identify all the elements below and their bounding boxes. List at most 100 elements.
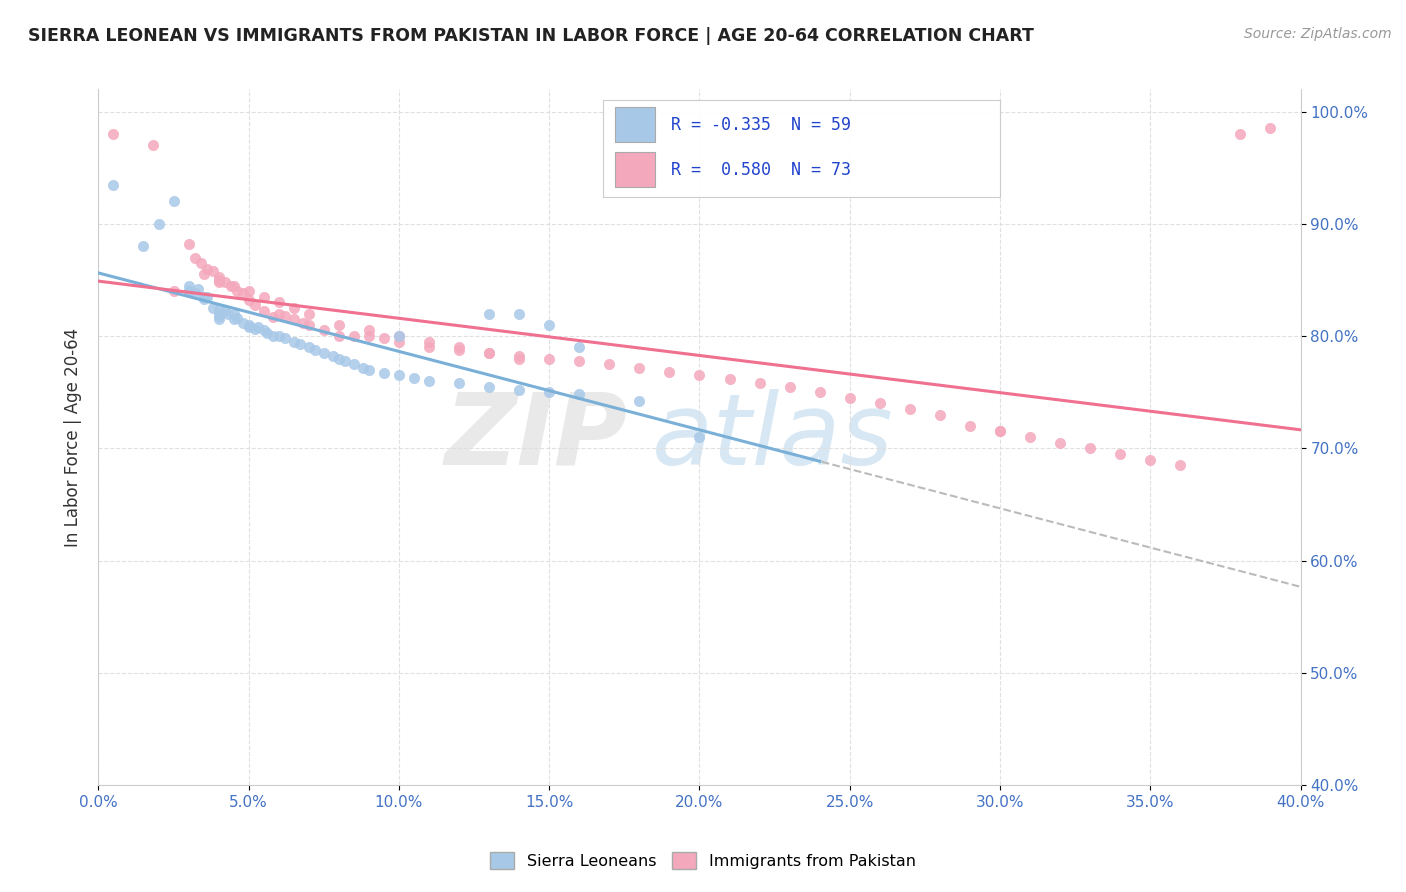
- Point: [177, 284, 200, 298]
- Point: [568, 387, 591, 401]
- Point: [283, 301, 305, 315]
- Point: [808, 385, 831, 400]
- Point: [193, 290, 215, 304]
- Text: SIERRA LEONEAN VS IMMIGRANTS FROM PAKISTAN IN LABOR FORCE | AGE 20-64 CORRELATIO: SIERRA LEONEAN VS IMMIGRANTS FROM PAKIST…: [28, 27, 1033, 45]
- Point: [256, 326, 278, 340]
- Point: [688, 430, 710, 444]
- Point: [222, 278, 245, 293]
- Point: [478, 346, 501, 360]
- Point: [208, 273, 231, 287]
- Point: [298, 340, 321, 354]
- Point: [190, 256, 212, 270]
- Point: [253, 304, 276, 318]
- Point: [267, 295, 290, 310]
- Point: [418, 374, 440, 388]
- Point: [869, 396, 891, 410]
- Point: [538, 351, 561, 366]
- Point: [219, 278, 242, 293]
- Point: [208, 307, 231, 321]
- Point: [201, 264, 224, 278]
- Point: [658, 365, 681, 379]
- Point: [162, 284, 184, 298]
- Point: [177, 237, 200, 252]
- Point: [388, 329, 411, 343]
- Point: [1170, 458, 1192, 472]
- Point: [988, 425, 1011, 439]
- Point: [291, 316, 314, 330]
- Point: [478, 307, 501, 321]
- Point: [274, 331, 297, 345]
- Point: [312, 323, 335, 337]
- Point: [283, 312, 305, 326]
- Point: [718, 372, 741, 386]
- Point: [238, 318, 260, 332]
- Point: [162, 194, 184, 209]
- Point: [418, 340, 440, 354]
- Point: [141, 138, 163, 153]
- Point: [959, 418, 981, 433]
- Point: [267, 307, 290, 321]
- Point: [447, 343, 470, 357]
- Point: [508, 307, 530, 321]
- Point: [748, 376, 770, 391]
- Point: [508, 349, 530, 363]
- Point: [402, 370, 425, 384]
- Point: [222, 307, 245, 321]
- Point: [187, 282, 209, 296]
- Point: [357, 329, 380, 343]
- Point: [232, 316, 254, 330]
- Point: [225, 284, 247, 298]
- Point: [225, 311, 247, 326]
- Point: [628, 394, 651, 409]
- Point: [343, 329, 366, 343]
- Point: [568, 353, 591, 368]
- Point: [132, 239, 155, 253]
- Point: [238, 320, 260, 334]
- Point: [508, 383, 530, 397]
- Point: [357, 323, 380, 337]
- Point: [183, 251, 205, 265]
- Point: [388, 329, 411, 343]
- Point: [246, 320, 269, 334]
- Point: [628, 360, 651, 375]
- Y-axis label: In Labor Force | Age 20-64: In Labor Force | Age 20-64: [63, 327, 82, 547]
- Point: [217, 307, 239, 321]
- Point: [267, 329, 290, 343]
- Point: [238, 284, 260, 298]
- Point: [322, 349, 344, 363]
- Point: [1260, 121, 1282, 136]
- Point: [208, 303, 231, 318]
- Point: [508, 351, 530, 366]
- Point: [201, 301, 224, 315]
- Point: [352, 360, 374, 375]
- Point: [283, 334, 305, 349]
- Point: [193, 292, 215, 306]
- Point: [288, 337, 311, 351]
- Point: [779, 379, 801, 393]
- Point: [598, 357, 620, 371]
- Point: [304, 343, 326, 357]
- Point: [312, 346, 335, 360]
- Point: [222, 312, 245, 326]
- Point: [243, 322, 266, 336]
- Point: [328, 318, 350, 332]
- Point: [208, 275, 231, 289]
- Point: [688, 368, 710, 383]
- Point: [208, 309, 231, 323]
- Point: [183, 286, 205, 301]
- Point: [538, 385, 561, 400]
- Point: [388, 368, 411, 383]
- Point: [328, 329, 350, 343]
- Point: [253, 290, 276, 304]
- Point: [1078, 442, 1101, 456]
- Point: [333, 353, 356, 368]
- Text: ZIP: ZIP: [444, 389, 627, 485]
- Point: [1049, 435, 1071, 450]
- Point: [103, 178, 125, 192]
- Point: [838, 391, 860, 405]
- Point: [208, 269, 231, 284]
- Point: [262, 329, 284, 343]
- Point: [232, 286, 254, 301]
- Point: [208, 312, 231, 326]
- Point: [929, 408, 952, 422]
